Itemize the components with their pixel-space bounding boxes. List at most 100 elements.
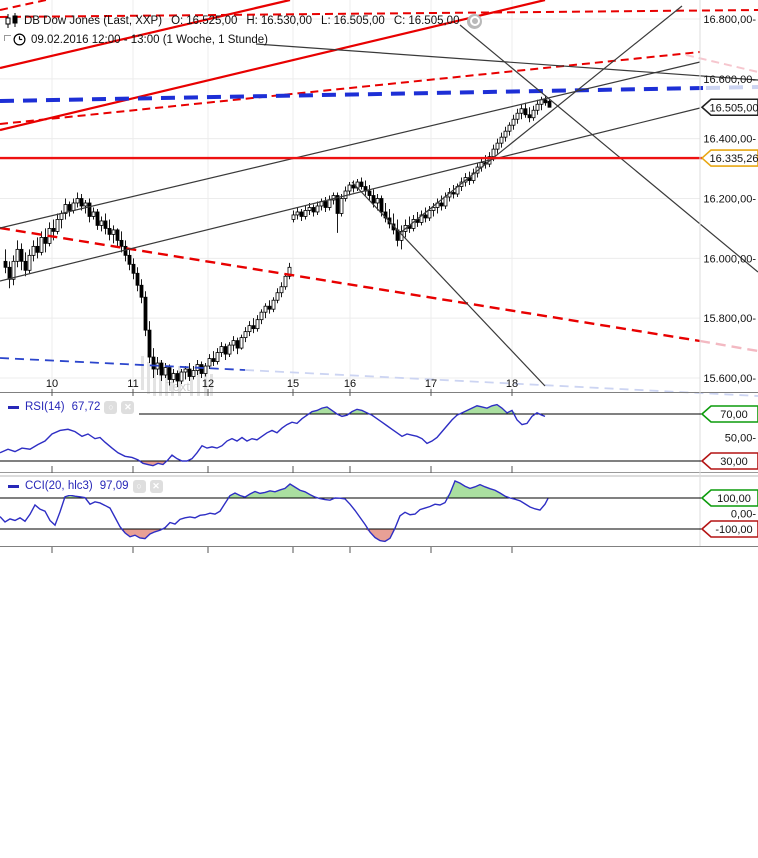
low-group: L: 16.505,00	[321, 15, 385, 27]
candle-body	[371, 195, 376, 204]
candle-body	[95, 211, 100, 226]
cci-upper-tag	[700, 489, 758, 507]
x-axis-label: 12	[202, 378, 214, 390]
candle-body	[247, 325, 252, 333]
black-channel-upper	[0, 61, 701, 229]
candle-body	[175, 373, 180, 382]
black-channel-lower	[0, 107, 701, 282]
candle-body	[191, 370, 196, 377]
rsi-upper-tag	[700, 405, 758, 423]
candle-body	[107, 228, 112, 235]
candle-body	[239, 337, 244, 349]
candle-body	[127, 254, 132, 265]
price-axis-label: 16.600,00-	[703, 74, 756, 86]
candle-body	[215, 352, 220, 362]
rsi-close-button[interactable]: ✕	[121, 400, 135, 414]
candle-body	[83, 202, 88, 207]
trendlines-layer	[0, 0, 758, 397]
high-group: H: 16.530,00	[246, 15, 312, 27]
blue-major-dashed	[0, 86, 704, 103]
candle-body	[315, 205, 320, 213]
candle-body	[535, 103, 540, 111]
candle-body	[495, 142, 500, 150]
overbought-fill	[0, 404, 545, 414]
candle-body	[423, 214, 428, 219]
cci-line-swatch	[8, 484, 19, 488]
candle-body	[323, 201, 328, 208]
blue-minor-dashed	[0, 357, 246, 371]
red-dashed-corner	[0, 0, 47, 11]
price-axis-label: 15.800,00-	[703, 313, 756, 325]
ghost-artifacts: Text	[141, 356, 213, 396]
close-group: C: 16.505,00	[394, 15, 460, 27]
ghost-bar	[204, 370, 207, 396]
candle-body	[183, 368, 188, 373]
candle-body	[339, 198, 344, 214]
close-value: 16.505,00	[408, 15, 460, 27]
main-chart-canvas[interactable]: Text 10 11 12 15 16 17 18 16.800,00- 16.600,00- 16…	[0, 0, 758, 560]
candle-body	[439, 202, 444, 207]
low-label: L:	[321, 15, 331, 27]
candle-body	[259, 311, 264, 321]
red-dashed-rising	[0, 51, 701, 125]
blue-minor-dashed-ext	[244, 369, 758, 397]
price-axis-label: 15.600,00-	[703, 373, 756, 385]
cci-close-button[interactable]: ✕	[149, 479, 163, 493]
candle-body	[219, 346, 224, 353]
candle-body	[59, 213, 64, 220]
series-settings-button[interactable]	[467, 13, 483, 29]
indicator-line	[0, 403, 546, 467]
x-axis-label: 11	[127, 378, 138, 390]
high-label: H:	[246, 15, 258, 27]
candle-body	[519, 108, 524, 114]
candle-body	[255, 319, 260, 330]
ghost-bar	[165, 368, 168, 396]
candle-body	[75, 198, 80, 204]
candle-body	[199, 364, 204, 374]
timeframe-header: 09.02.2016 12:00 - 13:00 (1 Woche, 1 Stu…	[4, 33, 268, 46]
candle-body	[211, 358, 216, 362]
symbol-title: DB Dow Jones (Last, XXP)	[24, 15, 163, 27]
overbought-fill	[0, 480, 548, 498]
candle-body	[99, 220, 104, 226]
ghost-bar	[141, 356, 144, 390]
candle-body	[271, 299, 276, 310]
x-axis-label: 10	[46, 378, 58, 390]
candle-body	[151, 356, 156, 370]
candle-body	[427, 210, 432, 219]
red-dashed-falling	[0, 226, 701, 343]
last-price-tag-text: 16.505,00	[710, 102, 758, 114]
candle-body	[103, 220, 108, 229]
candle-body	[51, 228, 56, 232]
rsi-settings-button[interactable]: ○	[104, 400, 118, 414]
candle-body	[207, 358, 212, 367]
candle-body	[499, 136, 504, 144]
candle-body	[55, 219, 60, 232]
candle-body	[287, 266, 292, 277]
candle-body	[527, 114, 532, 119]
price-axis-label: 16.400,00-	[703, 134, 756, 146]
record-icon	[469, 16, 480, 26]
price-axis-label: 16.200,00-	[703, 194, 756, 206]
rsi-lower-tag-text: 30,00	[720, 456, 748, 468]
ghost-bar	[210, 374, 213, 396]
rsi-line-swatch	[8, 405, 19, 409]
cci-settings-button[interactable]: ○	[132, 479, 146, 493]
high-value: 16.530,00	[260, 15, 313, 27]
candle-body	[515, 112, 520, 120]
candle-body	[543, 99, 548, 104]
candle-body	[79, 198, 84, 207]
grid-layer	[0, 0, 700, 392]
candle-body	[327, 199, 332, 208]
candle-body	[531, 109, 536, 119]
candle-body	[547, 100, 552, 108]
candle-body	[3, 260, 8, 268]
rsi-lower-tag	[700, 452, 758, 470]
candle-body	[379, 198, 384, 213]
cci-label: CCI(20, hlc3)	[25, 480, 93, 492]
candle-body	[179, 371, 184, 382]
level-price-tag	[700, 149, 758, 167]
rsi-upper-tag-text: 70,00	[720, 409, 748, 421]
candle-body	[279, 286, 284, 294]
